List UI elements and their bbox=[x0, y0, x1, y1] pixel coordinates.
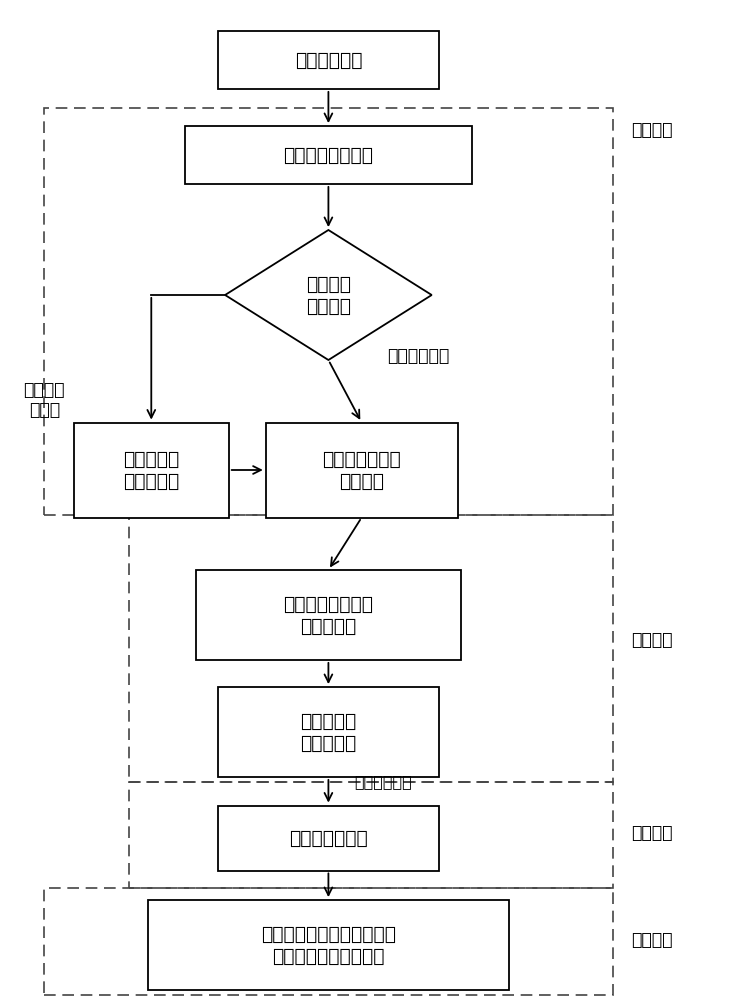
Bar bbox=[74, 422, 229, 518]
Bar bbox=[44, 888, 613, 995]
Text: 分割出行人站立区: 分割出行人站立区 bbox=[283, 145, 373, 164]
Bar bbox=[218, 687, 439, 777]
Bar bbox=[129, 782, 613, 888]
Bar bbox=[44, 108, 613, 515]
Text: 高斯混合背景模型
得到前景图: 高斯混合背景模型 得到前景图 bbox=[283, 594, 373, 636]
Text: 图像光线正常: 图像光线正常 bbox=[387, 347, 449, 365]
Bar bbox=[196, 570, 461, 660]
Bar bbox=[129, 515, 613, 782]
Text: 根据竖直积分投影图统计出
等待过横道的行人数量: 根据竖直积分投影图统计出 等待过横道的行人数量 bbox=[261, 924, 396, 966]
Text: 第三部分: 第三部分 bbox=[631, 824, 672, 842]
Text: 光线较弱
或较强: 光线较弱 或较强 bbox=[24, 381, 65, 419]
Text: 预处理后的行人
站立区图: 预处理后的行人 站立区图 bbox=[323, 450, 401, 490]
Text: 获取前景进
并行预处理: 获取前景进 并行预处理 bbox=[300, 712, 356, 752]
Bar bbox=[266, 422, 458, 518]
Text: 视频图像序列: 视频图像序列 bbox=[294, 50, 362, 70]
Polygon shape bbox=[225, 230, 432, 360]
Text: 基于像素点
的增强处理: 基于像素点 的增强处理 bbox=[123, 450, 179, 490]
Bar bbox=[184, 126, 472, 184]
Bar bbox=[218, 806, 439, 870]
Text: 竖直积分投影: 竖直积分投影 bbox=[354, 774, 412, 790]
Bar bbox=[148, 900, 509, 990]
Text: 第一部分: 第一部分 bbox=[631, 121, 672, 139]
Bar bbox=[218, 31, 439, 89]
Text: 竖直积分投影图: 竖直积分投影图 bbox=[289, 828, 368, 848]
Text: 第四部分: 第四部分 bbox=[631, 931, 672, 949]
Text: 图像光线
强度判断: 图像光线 强度判断 bbox=[306, 274, 351, 316]
Text: 第二部分: 第二部分 bbox=[631, 631, 672, 649]
